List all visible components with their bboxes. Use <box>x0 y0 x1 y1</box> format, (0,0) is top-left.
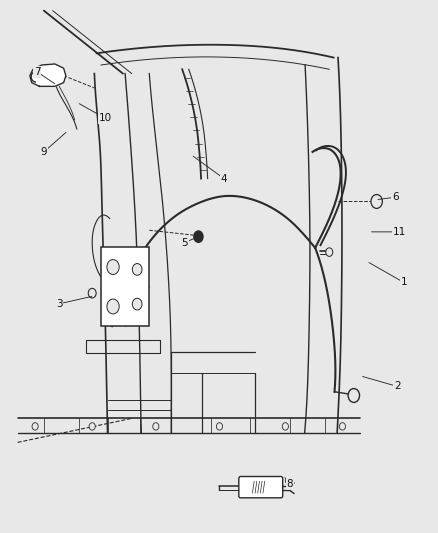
Text: 6: 6 <box>391 192 398 202</box>
Circle shape <box>107 299 119 314</box>
Circle shape <box>347 389 359 402</box>
Circle shape <box>325 248 332 256</box>
Circle shape <box>216 423 222 430</box>
Text: 8: 8 <box>286 479 293 489</box>
Circle shape <box>89 423 95 430</box>
Circle shape <box>132 298 142 310</box>
Circle shape <box>152 423 159 430</box>
Circle shape <box>88 288 96 298</box>
Text: 11: 11 <box>392 227 405 237</box>
Text: 5: 5 <box>180 238 187 247</box>
Circle shape <box>107 260 119 274</box>
Text: 10: 10 <box>99 114 112 123</box>
Text: 1: 1 <box>399 278 406 287</box>
FancyBboxPatch shape <box>101 247 149 326</box>
Circle shape <box>193 230 203 243</box>
Text: 9: 9 <box>40 147 47 157</box>
Circle shape <box>370 195 381 208</box>
Text: 2: 2 <box>393 382 400 391</box>
Circle shape <box>32 423 38 430</box>
Text: 3: 3 <box>56 299 63 309</box>
FancyBboxPatch shape <box>238 477 282 498</box>
Circle shape <box>339 423 345 430</box>
Polygon shape <box>30 64 66 86</box>
Circle shape <box>282 423 288 430</box>
Circle shape <box>132 263 142 275</box>
Text: 7: 7 <box>34 67 41 77</box>
Text: 4: 4 <box>220 174 227 183</box>
